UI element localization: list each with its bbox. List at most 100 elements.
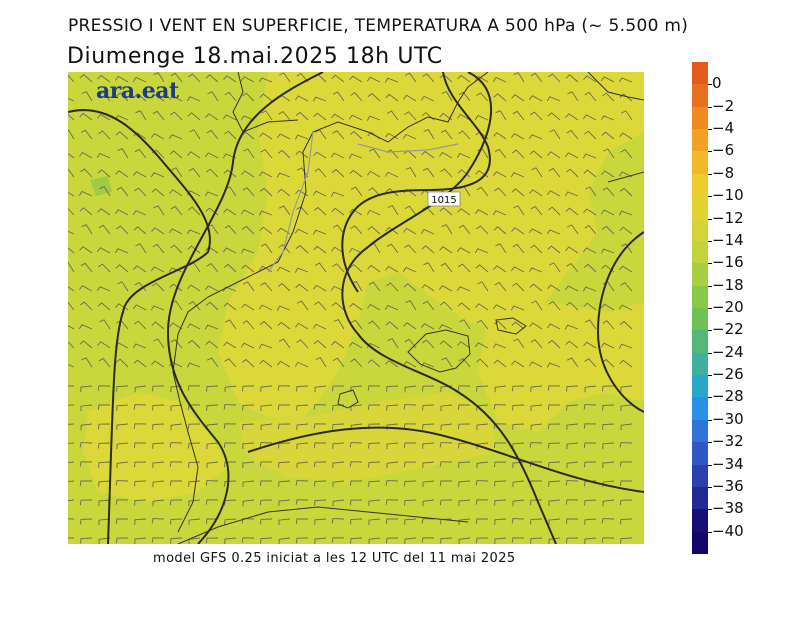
colorbar-label: −30	[712, 409, 744, 428]
wind-barb	[600, 76, 615, 83]
wind-barb	[386, 404, 399, 411]
wind-barb	[151, 537, 165, 543]
wind-barb	[223, 75, 237, 83]
wind-barb	[402, 133, 417, 140]
colorbar-label: −4	[712, 119, 735, 138]
coastline-iberia	[172, 72, 489, 533]
wind-barb	[529, 461, 543, 467]
wind-barb	[493, 404, 507, 410]
wind-barb	[583, 169, 597, 178]
wind-barb	[259, 480, 272, 486]
wind-barb	[205, 168, 219, 178]
wind-barb	[331, 168, 345, 178]
wind-barb	[548, 518, 561, 526]
wind-barb	[350, 518, 363, 525]
wind-barb	[348, 153, 363, 159]
coastlines	[172, 72, 644, 544]
wind-barb	[566, 461, 579, 469]
wind-barb	[511, 133, 525, 140]
wind-barb	[259, 132, 273, 140]
wind-barb	[439, 480, 452, 486]
wind-barb	[116, 92, 129, 102]
coastline-france	[232, 72, 299, 133]
wind-barb	[564, 191, 579, 197]
wind-barb	[169, 244, 183, 254]
wind-barb	[98, 499, 111, 507]
wind-barb	[295, 111, 309, 121]
wind-barb	[205, 340, 219, 349]
wind-barb	[619, 480, 632, 486]
wind-barb	[222, 153, 237, 159]
wind-barb	[204, 285, 219, 292]
wind-barb	[548, 301, 561, 311]
wind-barb	[295, 499, 309, 505]
wind-barb	[223, 461, 237, 468]
wind-barb	[261, 110, 273, 121]
colorbar-tick	[708, 240, 712, 242]
wind-barb	[350, 537, 363, 544]
wind-barb	[349, 208, 363, 216]
wind-barb	[115, 131, 129, 140]
wind-barb	[134, 385, 147, 393]
wind-barb	[80, 262, 93, 273]
wind-barb	[440, 168, 453, 178]
wind-barb	[260, 537, 273, 544]
colorbar-label: −28	[712, 387, 744, 406]
wind-barb	[242, 187, 255, 197]
wind-barb	[204, 324, 219, 330]
wind-barb	[531, 300, 543, 311]
wind-barb	[349, 302, 363, 311]
wind-barb	[169, 442, 183, 448]
wind-barb	[584, 385, 597, 393]
wind-barb	[278, 461, 291, 468]
wind-barb	[476, 423, 489, 431]
wind-barb	[68, 153, 75, 159]
ara-eat-logo: ara.eat	[96, 78, 179, 104]
wind-barb	[314, 499, 327, 506]
wind-barb	[619, 187, 633, 197]
wind-barb	[68, 168, 75, 178]
wind-barb	[115, 499, 129, 505]
wind-barb	[404, 385, 417, 393]
wind-barb	[474, 114, 489, 121]
wind-barb	[68, 262, 75, 273]
colorbar-label: −18	[712, 275, 744, 294]
wind-barb	[583, 423, 597, 429]
wind-barb	[583, 442, 596, 448]
wind-barb	[186, 229, 201, 235]
wind-barb	[133, 171, 147, 178]
wind-barb	[458, 263, 471, 273]
wind-barb	[115, 537, 129, 544]
colorbar-tick	[708, 196, 712, 198]
wind-barb	[223, 302, 237, 311]
wind-barb	[620, 282, 633, 292]
wind-barb	[493, 320, 507, 330]
borders	[267, 131, 459, 273]
wind-barb	[331, 385, 345, 392]
wind-barb	[620, 385, 633, 393]
wind-barb	[422, 339, 435, 349]
wind-barb	[421, 518, 435, 524]
wind-barb	[601, 92, 615, 102]
wind-barb	[348, 247, 363, 254]
wind-barb	[81, 224, 93, 235]
wind-barb	[421, 385, 435, 392]
wind-barb	[403, 361, 417, 368]
wind-barb	[618, 171, 633, 178]
wind-barb	[565, 499, 579, 505]
wind-barb	[582, 247, 597, 254]
colorbar-label: −32	[712, 432, 744, 451]
wind-barb	[97, 302, 111, 311]
wind-barb	[242, 320, 255, 330]
wind-barb	[332, 423, 345, 430]
wind-barb	[584, 358, 597, 368]
wind-barb	[276, 266, 291, 273]
wind-barb	[170, 385, 183, 393]
wind-barb	[493, 461, 507, 468]
wind-barb	[240, 115, 255, 121]
colorbar-segment	[692, 129, 708, 152]
wind-barb	[458, 518, 471, 526]
wind-barb	[277, 227, 291, 235]
wind-barb	[188, 499, 201, 507]
wind-barb	[600, 248, 615, 254]
